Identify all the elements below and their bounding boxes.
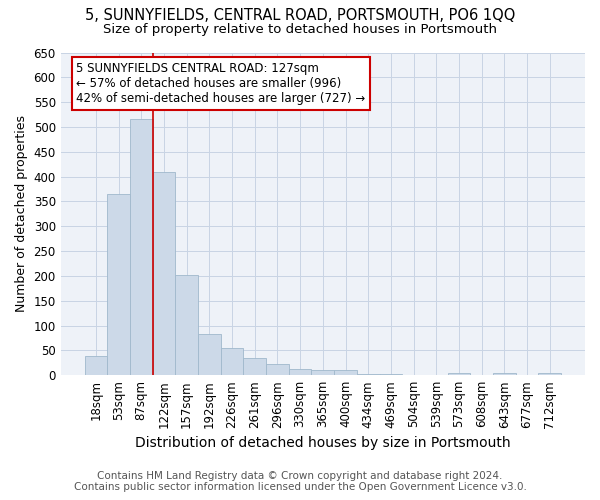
Y-axis label: Number of detached properties: Number of detached properties: [15, 116, 28, 312]
Bar: [85, 356, 107, 375]
Bar: [152, 172, 175, 375]
Text: Contains HM Land Registry data © Crown copyright and database right 2024.
Contai: Contains HM Land Registry data © Crown c…: [74, 471, 526, 492]
Text: Size of property relative to detached houses in Portsmouth: Size of property relative to detached ho…: [103, 22, 497, 36]
Bar: [538, 372, 561, 375]
Text: 5, SUNNYFIELDS, CENTRAL ROAD, PORTSMOUTH, PO6 1QQ: 5, SUNNYFIELDS, CENTRAL ROAD, PORTSMOUTH…: [85, 8, 515, 22]
Bar: [198, 334, 221, 375]
Bar: [493, 372, 516, 375]
Bar: [357, 374, 380, 375]
Bar: [289, 369, 311, 375]
Bar: [448, 372, 470, 375]
Bar: [266, 364, 289, 375]
Bar: [334, 370, 357, 375]
Bar: [244, 358, 266, 375]
Bar: [130, 118, 152, 375]
Text: 5 SUNNYFIELDS CENTRAL ROAD: 127sqm
← 57% of detached houses are smaller (996)
42: 5 SUNNYFIELDS CENTRAL ROAD: 127sqm ← 57%…: [76, 62, 365, 105]
X-axis label: Distribution of detached houses by size in Portsmouth: Distribution of detached houses by size …: [135, 436, 511, 450]
Bar: [107, 194, 130, 375]
Bar: [175, 275, 198, 375]
Bar: [380, 374, 402, 375]
Bar: [221, 348, 244, 375]
Bar: [311, 370, 334, 375]
